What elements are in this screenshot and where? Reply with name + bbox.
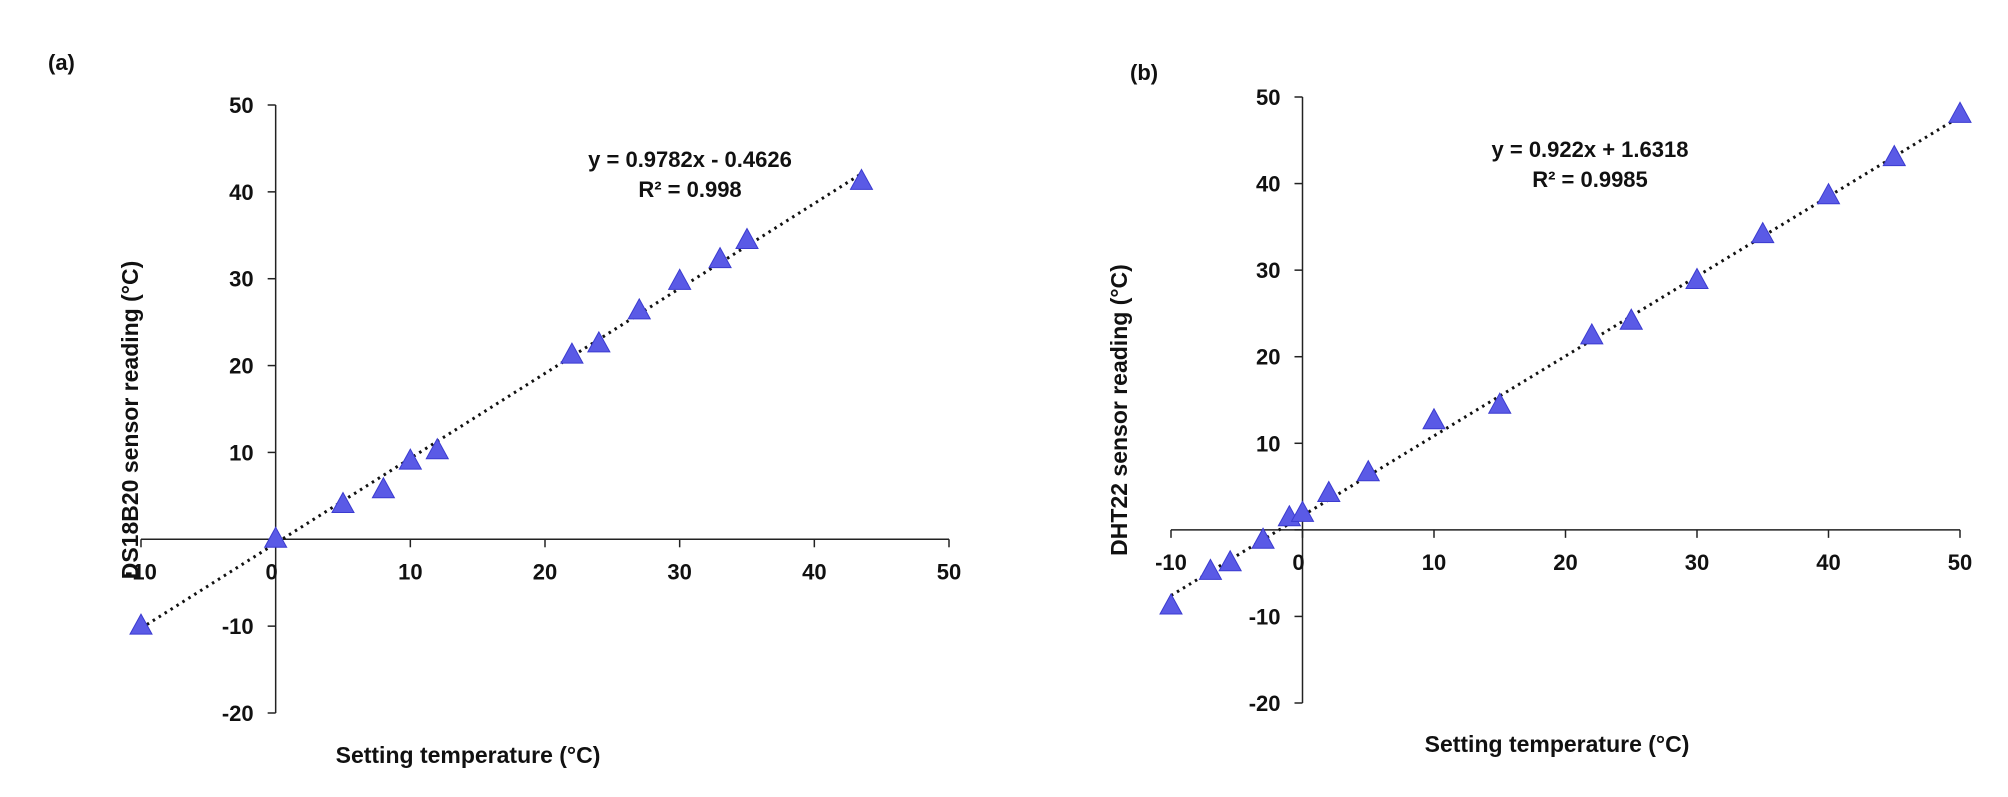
data-point-a (129, 613, 153, 635)
x-tick-label-b: 50 (1948, 550, 1972, 575)
x-tick-label-a: 20 (533, 559, 557, 584)
data-point-b (1251, 527, 1275, 549)
data-point-a (587, 330, 611, 353)
data-point-b (1218, 549, 1243, 572)
data-point-a (708, 246, 732, 269)
data-point-a (398, 448, 423, 470)
data-point-b (1290, 500, 1315, 522)
data-point-a (263, 526, 288, 548)
data-point-a (331, 491, 355, 514)
data-point-b (1198, 558, 1223, 580)
x-tick-label-a: -10 (125, 559, 157, 584)
y-tick-label-b: 50 (1256, 85, 1280, 110)
y-tick-label-a: 20 (229, 354, 253, 379)
x-ticks-b: -10 0 10 20 30 40 50 (1155, 529, 1972, 575)
x-axis-title-a: Setting temperature (°C) (336, 742, 601, 768)
x-tick-label-a: 30 (667, 559, 691, 584)
x-ticks-a: -10 0 10 20 30 40 50 (125, 539, 961, 584)
x-tick-label-a: 40 (802, 559, 826, 584)
data-point-a (627, 297, 652, 320)
data-point-b (1487, 392, 1512, 414)
data-point-b (1685, 267, 1709, 290)
panel-label-b: (b) (1130, 60, 1158, 85)
trendline-equation-b: y = 0.922x + 1.6318 (1492, 137, 1689, 162)
r-squared-a: R² = 0.998 (638, 177, 741, 202)
data-point-a (371, 476, 396, 499)
data-point-b (1159, 593, 1183, 615)
panel-label-a: (a) (48, 50, 75, 75)
data-points-a (129, 168, 874, 635)
data-points-b (1159, 101, 1972, 615)
x-tick-label-b: 20 (1553, 550, 1577, 575)
y-ticks-a: -20 -10 10 20 30 40 50 (222, 93, 276, 726)
data-point-a (735, 227, 759, 249)
data-point-b (1422, 407, 1446, 430)
y-tick-label-b: 20 (1256, 345, 1280, 370)
x-tick-label-a: 10 (398, 559, 422, 584)
y-axis-title-b: DHT22 sensor reading (°C) (1106, 264, 1132, 556)
data-point-b (1579, 322, 1604, 345)
y-tick-label-b: 30 (1256, 258, 1280, 283)
y-tick-label-b: -10 (1249, 604, 1281, 629)
data-point-a (425, 437, 450, 460)
data-point-b (1316, 480, 1341, 502)
x-tick-label-b: 40 (1816, 550, 1840, 575)
trendline-equation-a: y = 0.9782x - 0.4626 (588, 147, 792, 172)
r-squared-b: R² = 0.9985 (1532, 167, 1648, 192)
data-point-b (1619, 308, 1644, 330)
trendline-a (140, 172, 863, 630)
x-tick-label-b: 30 (1685, 550, 1709, 575)
chart-panel-b: (b) -10 0 10 20 30 40 50 -20 -10 10 20 30 40 50 y = … (1106, 60, 1972, 757)
y-tick-label-a: 10 (229, 440, 253, 465)
y-ticks-b: -20 -10 10 20 30 40 50 (1249, 85, 1303, 716)
x-tick-label-a: 50 (937, 559, 961, 584)
x-axis-title-b: Setting temperature (°C) (1425, 731, 1690, 757)
data-point-b (1356, 459, 1381, 482)
data-point-b (1882, 144, 1907, 167)
data-point-b (1816, 182, 1841, 205)
y-tick-label-b: 40 (1256, 172, 1280, 197)
y-axis-title-a: DS18B20 sensor reading (°C) (117, 261, 143, 580)
data-point-a (560, 342, 584, 364)
y-tick-label-b: -20 (1249, 691, 1281, 716)
y-tick-label-a: 50 (229, 93, 253, 118)
x-tick-label-b: 0 (1292, 550, 1304, 575)
data-point-b (1948, 101, 1972, 123)
y-tick-label-a: -10 (222, 614, 254, 639)
x-tick-label-a: 0 (266, 559, 278, 584)
data-point-b (1750, 221, 1775, 244)
y-tick-label-a: 40 (229, 180, 253, 205)
y-tick-label-b: 10 (1256, 431, 1280, 456)
chart-panel-a: (a) -10 0 10 20 30 40 50 -20 -10 10 20 30 40 50 y = … (48, 50, 961, 768)
data-point-a (849, 168, 874, 190)
x-tick-label-b: -10 (1155, 550, 1187, 575)
y-tick-label-a: 30 (229, 267, 253, 292)
data-point-a (667, 268, 692, 290)
x-tick-label-b: 10 (1422, 550, 1446, 575)
y-tick-label-a: -20 (222, 701, 254, 726)
